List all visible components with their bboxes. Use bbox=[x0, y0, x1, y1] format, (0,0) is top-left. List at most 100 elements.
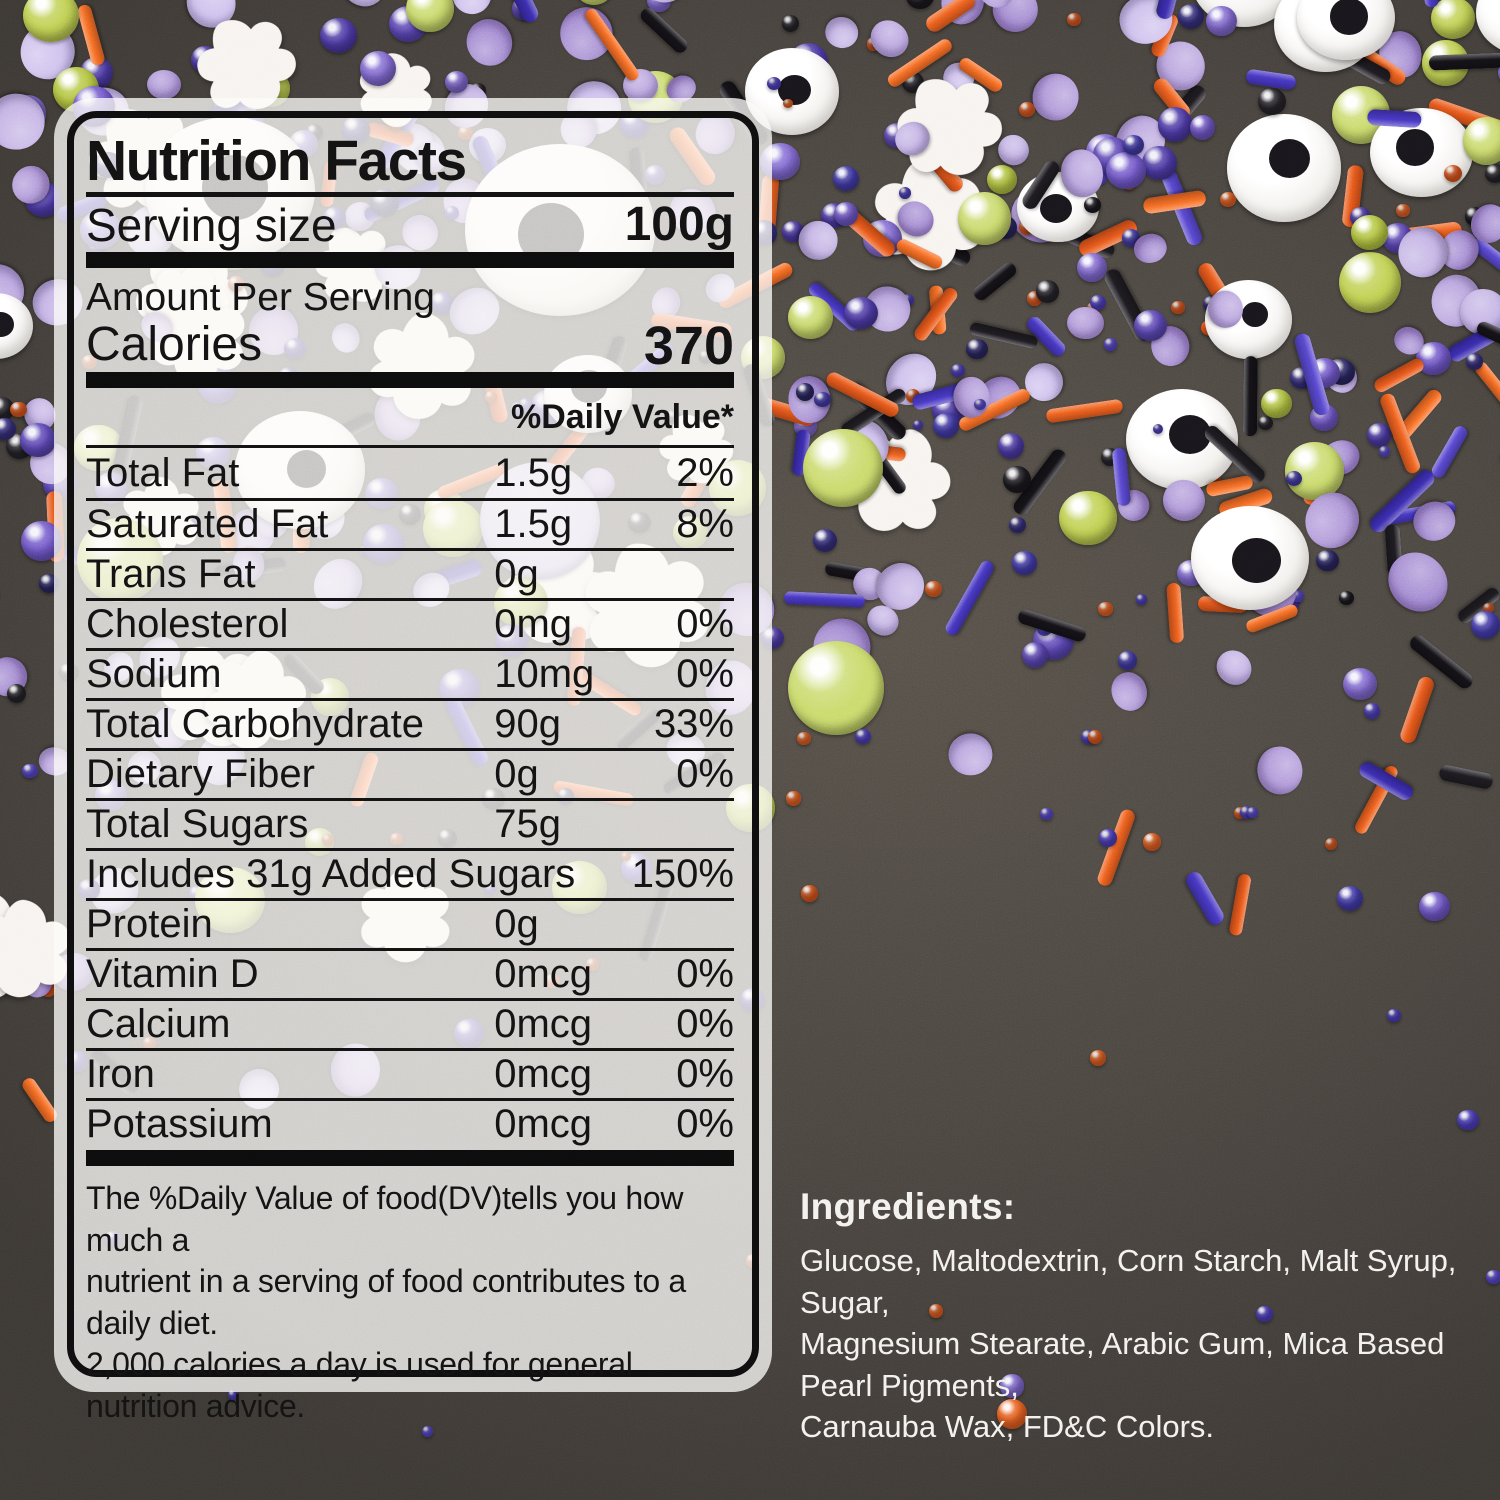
sprinkle-rod-black bbox=[1428, 52, 1500, 71]
sprinkle-ball-blue bbox=[973, 398, 986, 411]
sprinkle-pearl-black bbox=[781, 14, 800, 32]
ingredients-heading: Ingredients: bbox=[800, 1186, 1016, 1227]
thick-divider-bottom bbox=[86, 1150, 734, 1166]
sprinkle-rod-orange bbox=[1227, 873, 1253, 937]
sprinkle-pearl-navy bbox=[1008, 516, 1026, 534]
thick-divider-top bbox=[86, 252, 734, 268]
sprinkle-pearl-purple bbox=[833, 201, 858, 226]
sprinkle-ball-orange bbox=[782, 98, 793, 109]
daily-value-heading: %Daily Value* bbox=[86, 388, 734, 448]
nutrient-daily-value: 0% bbox=[676, 652, 734, 696]
sprinkle-pearl-black bbox=[1036, 280, 1060, 303]
sprinkle-pearl-purple bbox=[359, 50, 396, 86]
nutrient-name: Protein bbox=[86, 902, 213, 946]
nutrient-row: Potassium 0mcg 0% bbox=[86, 1098, 734, 1148]
sprinkle-rod-orange bbox=[76, 3, 107, 68]
nutrient-name: Cholesterol bbox=[86, 602, 289, 646]
nutrient-name: Sodium bbox=[86, 652, 222, 696]
sprinkle-ball-blue bbox=[1040, 807, 1053, 820]
nutrient-name: Potassium bbox=[86, 1102, 273, 1146]
sprinkle-rod-blue bbox=[943, 558, 997, 638]
nutrient-amount: 0mg bbox=[494, 602, 573, 646]
nutrient-name: Includes 31g Added Sugars bbox=[86, 852, 576, 896]
candy-eye-pupil bbox=[1329, 0, 1368, 35]
sprinkle-rod-orange bbox=[1398, 675, 1437, 746]
nutrient-row: Total Fat 1.5g 2% bbox=[86, 448, 734, 498]
nutrient-amount: 1.5g bbox=[494, 502, 573, 546]
nutrient-row: Total Carbohydrate 90g 33% bbox=[86, 698, 734, 748]
sprinkle-pearl-navy bbox=[1316, 549, 1339, 572]
candy-eye-pupil bbox=[0, 311, 15, 338]
nutrient-row: Vitamin D 0mcg 0% bbox=[86, 948, 734, 998]
nutrient-row: Dietary Fiber 0g 0% bbox=[86, 748, 734, 798]
sprinkle-pearl-black bbox=[1338, 590, 1354, 606]
sprinkle-ball-blue bbox=[951, 363, 966, 378]
sprinkle-rod-orange bbox=[1371, 356, 1426, 395]
nutrient-daily-value: 0% bbox=[676, 1002, 734, 1046]
nutrient-daily-value: 0% bbox=[676, 952, 734, 996]
sprinkle-rod-blue bbox=[504, 0, 541, 25]
sprinkle-ball-blue bbox=[913, 420, 924, 430]
sprinkle-pearl-navy bbox=[812, 529, 837, 553]
nutrient-name: Calcium bbox=[86, 1002, 231, 1046]
sprinkle-rod-orange bbox=[1095, 806, 1137, 888]
nutrient-amount: 90g bbox=[494, 702, 561, 746]
sprinkle-pearl-purple bbox=[998, 432, 1025, 459]
sprinkle-pearl-green bbox=[573, 0, 615, 6]
sprinkle-pearl-purple bbox=[1157, 107, 1193, 142]
sprinkle-pearl-purple bbox=[1190, 114, 1216, 140]
candy-eye-pupil bbox=[1396, 128, 1434, 166]
sprinkle-disc bbox=[863, 13, 916, 65]
sprinkle-ball-orange bbox=[1018, 101, 1035, 117]
nutrient-daily-value: 0% bbox=[676, 752, 734, 796]
nutrient-rows: Total Fat 1.5g 2% Saturated Fat 1.5g 8% Trans … bbox=[86, 448, 734, 1148]
nutrition-facts-panel: Nutrition Facts Serving size 100g Amount… bbox=[54, 98, 772, 1424]
nutrient-name: Total Carbohydrate bbox=[86, 702, 424, 746]
sprinkle-pearl-green bbox=[957, 192, 1012, 245]
serving-size-value: 100g bbox=[624, 198, 734, 251]
sprinkle-pearl-purple bbox=[1021, 641, 1049, 669]
nutrient-name: Iron bbox=[86, 1052, 155, 1096]
sprinkle-ball-blue bbox=[898, 187, 911, 199]
sprinkle-pearl-purple bbox=[1419, 892, 1450, 922]
nutrient-daily-value: 0% bbox=[676, 1102, 734, 1146]
sprinkle-ball-orange bbox=[1143, 833, 1161, 851]
sprinkle-ball-orange bbox=[1066, 13, 1082, 27]
candy-eye-pupil bbox=[1039, 193, 1072, 224]
sprinkle-ball-orange bbox=[800, 885, 818, 903]
sprinkle-pearl-black bbox=[1258, 87, 1286, 115]
thick-divider-middle bbox=[86, 372, 734, 388]
sprinkle-rod-blue bbox=[783, 591, 866, 609]
sprinkle-rod-black bbox=[1438, 763, 1495, 791]
sprinkle-pearl-black bbox=[1002, 466, 1031, 494]
sprinkle-ball-blue bbox=[1386, 1008, 1401, 1023]
nutrient-name: Dietary Fiber bbox=[86, 752, 315, 796]
daily-value-footnote: The %Daily Value of food(DV)tells you ho… bbox=[86, 1180, 686, 1424]
sprinkle-disc bbox=[822, 14, 862, 52]
nutrition-facts-border: Nutrition Facts Serving size 100g Amount… bbox=[67, 111, 759, 1424]
sprinkle-ball-blue bbox=[1379, 446, 1391, 457]
nutrient-name: Saturated Fat bbox=[86, 502, 329, 546]
nutrient-amount: 10mg bbox=[494, 652, 595, 696]
sprinkle-pearl-green bbox=[1339, 252, 1402, 314]
nutrient-row: Cholesterol 0mg 0% bbox=[86, 598, 734, 648]
sprinkle-ball-orange bbox=[1171, 301, 1185, 315]
sprinkle-rod-orange bbox=[1045, 398, 1125, 424]
sprinkle-ball-blue bbox=[1457, 1109, 1479, 1131]
sprinkle-ball-blue bbox=[1363, 702, 1380, 719]
sprinkle-pearl-purple bbox=[1142, 145, 1178, 181]
sprinkle-pearl-purple bbox=[844, 296, 879, 329]
nutrient-daily-value: 150% bbox=[631, 852, 734, 896]
sprinkle-ball-orange bbox=[10, 401, 27, 418]
nutrient-row: Iron 0mcg 0% bbox=[86, 1048, 734, 1098]
nutrient-daily-value: 33% bbox=[653, 702, 734, 746]
nutrient-row: Sodium 10mg 0% bbox=[86, 648, 734, 698]
sprinkle-pearl-black bbox=[6, 683, 27, 703]
sprinkle-rod-orange bbox=[1165, 582, 1184, 644]
nutrient-amount: 0g bbox=[494, 552, 539, 596]
nutrient-amount: 0mcg bbox=[494, 952, 593, 996]
candy-eye bbox=[1475, 0, 1500, 55]
nutrient-name: Trans Fat bbox=[86, 552, 256, 596]
nutrient-amount: 0mcg bbox=[494, 1102, 593, 1146]
nutrient-daily-value: 0% bbox=[676, 602, 734, 646]
